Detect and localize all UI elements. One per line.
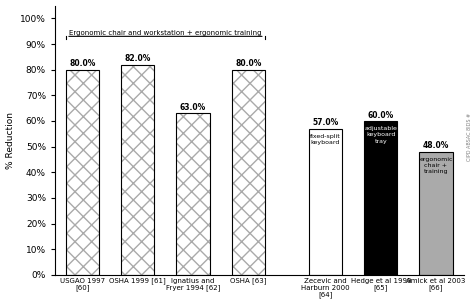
Bar (232, 70, 265, 275)
Bar (121, 64, 155, 275)
Bar (309, 129, 342, 275)
Text: adjustable
keyboard
tray: adjustable keyboard tray (365, 126, 397, 143)
Bar (121, 64, 155, 275)
Bar (364, 121, 397, 275)
Bar (66, 70, 99, 275)
Text: fixed-split
keyboard: fixed-split keyboard (310, 134, 341, 145)
Bar (232, 70, 265, 275)
Text: 80.0%: 80.0% (235, 59, 262, 68)
Y-axis label: % Reduction: % Reduction (6, 112, 15, 169)
Bar (176, 113, 210, 275)
Bar (66, 70, 99, 275)
Text: CIPD ABSAC 8IDS #: CIPD ABSAC 8IDS # (467, 113, 472, 161)
Text: 63.0%: 63.0% (180, 103, 206, 112)
Text: 60.0%: 60.0% (368, 111, 394, 120)
Bar (176, 113, 210, 275)
Text: 57.0%: 57.0% (312, 119, 339, 127)
Text: 82.0%: 82.0% (125, 54, 151, 63)
Text: 48.0%: 48.0% (423, 141, 449, 150)
Text: ergonomic
chair +
training: ergonomic chair + training (419, 157, 453, 174)
Bar (419, 152, 453, 275)
Text: Ergonomic chair and workstation + ergonomic training: Ergonomic chair and workstation + ergono… (69, 29, 262, 36)
Text: 80.0%: 80.0% (69, 59, 96, 68)
